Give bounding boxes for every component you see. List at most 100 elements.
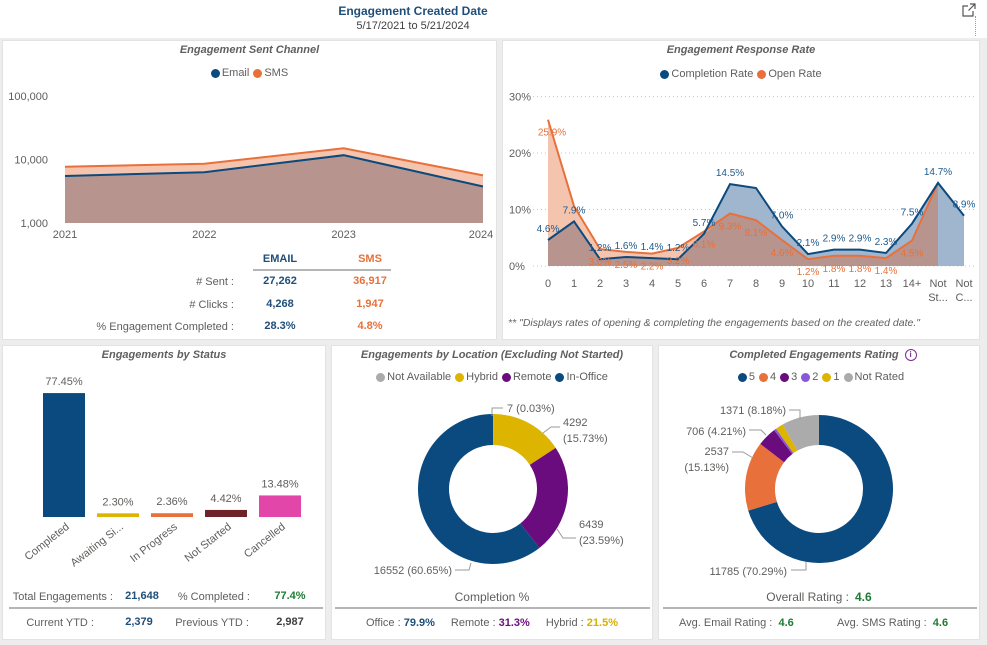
x-tick-label: Awaiting Si...: [69, 521, 126, 569]
location-donut-chart[interactable]: 7 (0.03%) 4292 (15.73%) 6439 (23.59%) 16552 (…: [332, 346, 654, 586]
legend-item-5[interactable]: 5: [737, 371, 755, 383]
x-tick-label: 2022: [192, 229, 216, 241]
slice-5: [748, 415, 893, 563]
current-ytd-label: Current YTD :: [26, 617, 94, 629]
row-label-sent: # Sent :: [196, 276, 234, 288]
legend-item-3[interactable]: 3: [780, 371, 797, 383]
legend-label: 4: [770, 371, 777, 383]
row-label-clicks: # Clicks :: [189, 299, 234, 311]
data-label-open: 2.5%: [615, 260, 638, 271]
leader-line: [749, 429, 767, 436]
slice-percent: (60.65%): [404, 565, 452, 577]
x-tick-label: 9: [779, 278, 785, 290]
slice-data-label: 2537 (15.13%): [684, 446, 729, 474]
x-tick-label: 6: [701, 278, 707, 290]
leader-line: [455, 562, 472, 571]
legend-item-email[interactable]: Email: [210, 67, 249, 79]
table-header-sms: SMS: [358, 253, 382, 265]
chart-legend: Not Available Hybrid Remote In-Office: [332, 371, 652, 383]
stats-divider: [663, 607, 977, 609]
data-label-completion: 2.9%: [849, 234, 872, 245]
x-tick-label-line: St...: [928, 292, 948, 304]
panel-title: Engagements by Status: [101, 349, 227, 361]
stat-value: 79.9%: [403, 617, 435, 629]
rating-donut-chart[interactable]: 11785 (70.29%)2537 (15.13%)706 (4.21%)137…: [659, 346, 981, 586]
data-label-open: 1.2%: [797, 267, 820, 278]
x-tick-label: 2024: [469, 229, 493, 241]
x-tick-label: Completed: [23, 521, 72, 563]
footnote: ** "Displays rates of opening & completi…: [508, 317, 920, 329]
legend-item-remote[interactable]: Remote: [501, 371, 551, 383]
legend-item-hybrid[interactable]: Hybrid: [455, 371, 498, 383]
status-bar-chart[interactable]: 77.45% Completed 2.30% Awaiting Si... 2.36% I…: [3, 346, 327, 586]
legend-dot-icon: [455, 372, 465, 382]
data-label-open: 25.9%: [538, 128, 566, 139]
legend-item-completion-rate[interactable]: Completion Rate: [660, 68, 753, 80]
x-tick-label: Not St...: [928, 278, 948, 304]
slice-data-label: 7 (0.03%): [507, 403, 555, 415]
slice-percent: (15.73%): [563, 433, 608, 445]
legend-label: Completion Rate: [671, 68, 754, 80]
office-completion: Office : 79.9%: [366, 617, 435, 629]
data-label-open: 2.2%: [641, 262, 664, 273]
legend-label: Not Available: [387, 371, 452, 383]
legend-label: 2: [812, 371, 819, 383]
slice-percent: (23.59%): [579, 535, 624, 547]
engagements-by-status-panel: Engagements by Status 77.45% Completed 2.3…: [2, 345, 326, 640]
panel-title: Completed Engagements Rating: [729, 349, 899, 361]
data-label-open: 6.1%: [693, 240, 716, 251]
legend-item-not-rated[interactable]: Not Rated: [843, 371, 904, 383]
remote-completion: Remote : 31.3%: [451, 617, 530, 629]
slice-data-label: 6439 (23.59%): [579, 519, 624, 547]
legend-item-sms[interactable]: SMS: [253, 67, 288, 79]
line-sms: [64, 147, 484, 177]
slice-percent: (8.18%): [744, 405, 786, 417]
x-tick-label: 4: [649, 278, 655, 290]
resize-handle[interactable]: [975, 16, 976, 36]
x-tick-label-line: Not: [929, 278, 946, 290]
legend-label: SMS: [264, 67, 289, 79]
completion-title: Completion %: [454, 590, 530, 604]
data-label-open: 4.5%: [901, 249, 924, 260]
legend-item-4[interactable]: 4: [759, 371, 776, 383]
sent-channel-area-chart[interactable]: 1,000 10,000 100,000 2021 2022 2023 2024: [3, 41, 498, 251]
slice-percent: (70.29%): [739, 566, 787, 578]
slice-value: 706: [686, 426, 704, 438]
line-completion-rate: [547, 181, 965, 261]
legend-item-open-rate[interactable]: Open Rate: [757, 68, 822, 80]
leader-line: [791, 562, 807, 571]
engagement-sent-channel-panel: Engagement Sent Channel Email SMS 1,000 1…: [2, 40, 497, 340]
date-range[interactable]: 5/17/2021 to 5/21/2024: [356, 20, 470, 32]
data-label-completion: 4.6%: [537, 224, 560, 235]
data-label-completion: 1.2%: [667, 243, 690, 254]
x-tick-label: 8: [753, 278, 759, 290]
x-tick-label: 0: [545, 278, 551, 290]
bar-value-label: 4.42%: [210, 493, 241, 505]
stat-value: 31.3%: [498, 617, 530, 629]
legend-item-in-office[interactable]: In-Office: [555, 371, 608, 383]
sms-clicks-value: 1,947: [356, 298, 384, 310]
external-link-icon[interactable]: [961, 2, 977, 18]
slice-value: 16552: [374, 565, 405, 577]
x-tick-label: 10: [802, 278, 814, 290]
legend-item-not-available[interactable]: Not Available: [376, 371, 451, 383]
slice-3: [760, 430, 793, 463]
x-tick-label: 1: [571, 278, 577, 290]
line-open-rate: [547, 119, 939, 261]
data-label-open: 8.1%: [745, 228, 768, 239]
info-icon[interactable]: i: [904, 349, 917, 362]
report-header: Engagement Created Date 5/17/2021 to 5/2…: [0, 0, 987, 38]
x-tick-label: 2021: [53, 229, 77, 241]
slice-value: 6439: [579, 519, 603, 531]
data-label-open: 1.4%: [875, 266, 898, 277]
legend-dot-icon: [501, 372, 511, 382]
legend-item-1[interactable]: 1: [822, 371, 840, 383]
legend-item-2[interactable]: 2: [801, 371, 818, 383]
table-header-email: EMAIL: [262, 253, 298, 265]
slice-percent: (4.21%): [704, 426, 746, 438]
stat-label: Hybrid :: [545, 617, 584, 629]
data-label-open: 3.0%: [589, 257, 612, 268]
x-tick-label: 2: [597, 278, 603, 290]
slice-data-label: 11785 (70.29%): [710, 566, 787, 578]
response-rate-area-chart[interactable]: 0%10%20%30%4.6%7.9%1.2% 1.6% 1.4% 1.2%5.7%1…: [503, 41, 981, 306]
